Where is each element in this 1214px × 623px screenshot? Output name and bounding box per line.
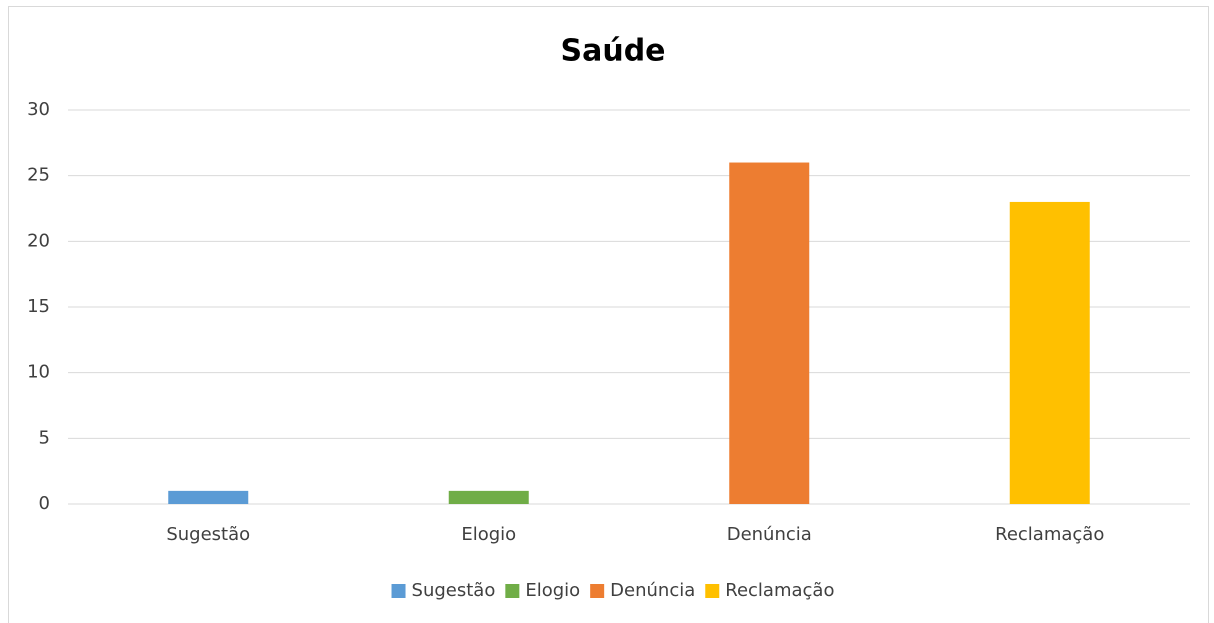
bar: [729, 162, 810, 505]
legend-label: Sugestão: [412, 580, 496, 601]
legend-swatch: [705, 584, 720, 598]
bar: [1009, 201, 1090, 504]
x-tick-label: Sugestão: [166, 524, 250, 545]
legend-label: Reclamação: [725, 580, 834, 601]
x-tick-label: Denúncia: [727, 524, 812, 545]
chart-border: [8, 6, 1209, 623]
chart-title: Saúde: [560, 34, 665, 69]
x-tick-label: Reclamação: [995, 524, 1104, 545]
y-tick-label: 20: [27, 230, 50, 251]
legend-swatch: [505, 584, 520, 598]
legend-label: Elogio: [525, 580, 580, 601]
y-tick-label: 10: [27, 362, 50, 383]
bar: [448, 490, 529, 504]
legend-label: Denúncia: [610, 580, 695, 601]
y-tick-label: 30: [27, 99, 50, 120]
legend-swatch: [590, 584, 605, 598]
y-tick-label: 0: [39, 493, 50, 514]
y-tick-label: 15: [27, 296, 50, 317]
y-tick-label: 5: [39, 427, 50, 448]
bar: [168, 490, 249, 504]
y-tick-label: 25: [27, 165, 50, 186]
legend-swatch: [391, 584, 406, 598]
x-tick-label: Elogio: [461, 524, 516, 545]
